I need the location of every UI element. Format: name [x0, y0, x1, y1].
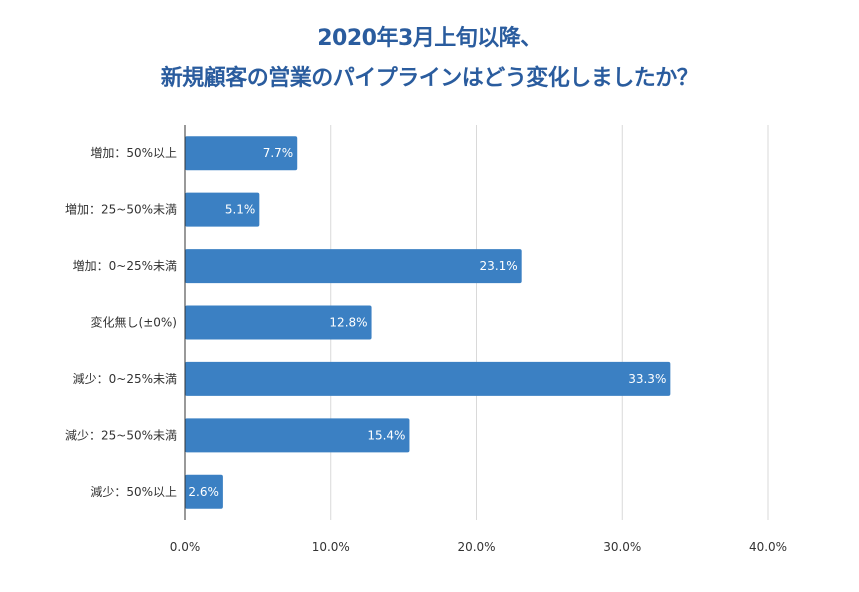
bar-value-label: 2.6%: [188, 485, 219, 499]
category-label: 増加：0~25%未満: [73, 259, 177, 273]
bar-value-label: 7.7%: [263, 146, 294, 160]
x-tick-label: 20.0%: [457, 540, 495, 554]
category-label: 減少：0~25%未満: [73, 371, 177, 386]
x-tick-label: 0.0%: [170, 540, 201, 554]
bar-value-label: 15.4%: [367, 428, 405, 442]
bar-value-label: 23.1%: [480, 259, 518, 273]
bar-value-label: 12.8%: [329, 316, 367, 330]
bar: [185, 361, 671, 396]
category-label: 増加：25~50%未満: [65, 203, 177, 217]
chart-title-line-1: 2020年3月上旬以降、: [317, 26, 542, 51]
category-label: 変化無し(±0%): [91, 315, 177, 330]
bar: [185, 305, 372, 340]
category-label: 減少：25~50%未満: [65, 427, 177, 442]
x-tick-label: 30.0%: [603, 540, 641, 554]
bar-value-label: 5.1%: [225, 203, 256, 217]
category-label: 減少：50%以上: [90, 484, 177, 499]
x-tick-label: 40.0%: [749, 540, 787, 554]
bar: [185, 418, 410, 453]
chart-title-line-2: 新規顧客の営業のパイプラインはどう変化しましたか？: [160, 66, 699, 91]
bar: [185, 192, 260, 227]
x-tick-label: 10.0%: [312, 540, 350, 554]
bar: [185, 136, 298, 171]
bar-value-label: 33.3%: [628, 372, 666, 386]
category-label: 増加：50%以上: [90, 146, 177, 160]
bar: [185, 249, 522, 284]
bar: [185, 474, 223, 509]
